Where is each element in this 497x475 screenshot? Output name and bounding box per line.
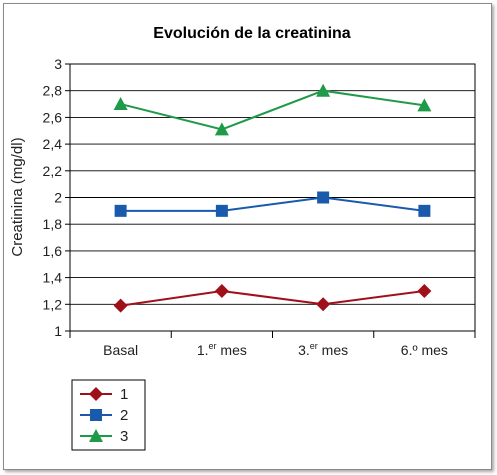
diamond-marker bbox=[89, 387, 103, 401]
y-tick-label: 1,6 bbox=[43, 243, 63, 259]
y-tick-labels: 1 1,2 1,4 1,6 1,8 2 2,2 2,4 2,6 2,8 3 bbox=[43, 56, 63, 339]
triangle-marker bbox=[89, 429, 103, 442]
x-tick-label: 6.º mes bbox=[401, 342, 448, 358]
y-tick-label: 3 bbox=[54, 56, 62, 72]
y-tick-label: 1,4 bbox=[43, 270, 63, 286]
series-3-line bbox=[120, 89, 425, 131]
x-tick-label: Basal bbox=[103, 342, 138, 358]
y-tick-label: 2,2 bbox=[43, 163, 63, 179]
y-tick-label: 2,6 bbox=[43, 109, 63, 125]
square-marker bbox=[317, 191, 330, 204]
series-1-line bbox=[120, 289, 425, 307]
legend-label-1: 1 bbox=[120, 386, 128, 403]
square-marker bbox=[215, 204, 228, 217]
diamond-marker bbox=[316, 297, 331, 312]
y-tick-label: 2 bbox=[54, 190, 62, 206]
legend-label-3: 3 bbox=[120, 428, 128, 445]
y-tick-label: 1,8 bbox=[43, 216, 63, 232]
y-axis-label: Creatinina (mg/dl) bbox=[9, 137, 26, 256]
diamond-marker bbox=[214, 283, 229, 298]
diamond-marker bbox=[113, 298, 128, 313]
y-tick-label: 1,2 bbox=[43, 296, 63, 312]
square-marker bbox=[114, 204, 127, 217]
diamond-marker bbox=[417, 283, 432, 298]
triangle-marker bbox=[113, 97, 128, 111]
square-marker bbox=[418, 204, 431, 217]
chart-title: Evolución de la creatinina bbox=[153, 25, 350, 42]
y-tick-label: 2,4 bbox=[43, 136, 63, 152]
axes bbox=[65, 63, 476, 338]
triangle-marker bbox=[316, 83, 331, 97]
y-tick-label: 2,8 bbox=[43, 83, 63, 99]
triangle-marker bbox=[417, 98, 432, 112]
triangle-marker bbox=[214, 122, 229, 136]
x-tick-label: 3.er mes bbox=[298, 341, 348, 358]
legend-label-2: 2 bbox=[120, 407, 128, 424]
series-2-line bbox=[120, 196, 425, 212]
x-tick-labels: Basal 1.er mes 3.er mes 6.º mes bbox=[103, 341, 448, 358]
series-group bbox=[113, 83, 432, 313]
square-marker bbox=[90, 409, 102, 421]
legend: 1 2 3 bbox=[71, 379, 146, 451]
x-tick-label: 1.er mes bbox=[197, 341, 247, 358]
y-tick-label: 1 bbox=[54, 323, 62, 339]
